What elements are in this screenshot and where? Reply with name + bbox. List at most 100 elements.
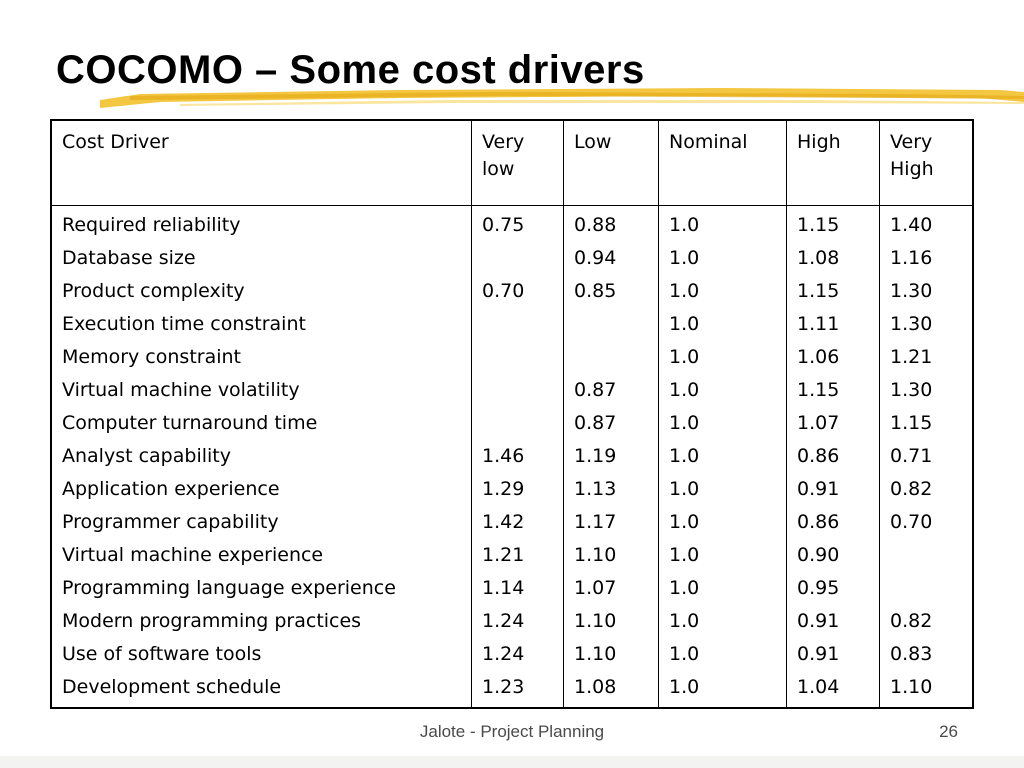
- table-cell: 0.86: [797, 445, 840, 467]
- header-very-low: Very low: [472, 121, 563, 206]
- table-cell: [574, 311, 648, 344]
- table-cell: 0.87: [574, 412, 617, 434]
- cost-drivers-table: Cost Driver Required reliability Database …: [50, 119, 974, 709]
- column-nominal: Nominal 1.0 1.0 1.0 1.0 1.0 1.0 1.0 1.0 1.0 1.0 1.0…: [659, 121, 787, 707]
- header-cost-driver: Cost Driver: [52, 121, 471, 206]
- table-cell: Virtual machine experience: [62, 544, 324, 566]
- table-cell: Application experience: [62, 478, 280, 500]
- table-cell: [482, 344, 553, 377]
- table-cell: 1.24: [482, 610, 525, 632]
- table-cell: [482, 410, 553, 443]
- table-cell: 1.0: [669, 280, 700, 302]
- table-cell: 1.0: [669, 247, 700, 269]
- header-line: Nominal: [669, 131, 748, 153]
- header-nominal: Nominal: [659, 121, 786, 206]
- table-cell: 1.0: [669, 445, 700, 467]
- table-cell: 0.75: [482, 214, 525, 236]
- table-cell: 1.15: [797, 280, 840, 302]
- header-line: High: [890, 158, 934, 180]
- table-cell: 0.71: [890, 445, 933, 467]
- header-low: Low: [564, 121, 658, 206]
- table-cell: 0.82: [890, 478, 933, 500]
- table-cell: 0.70: [482, 280, 525, 302]
- column-body: 1.0 1.0 1.0 1.0 1.0 1.0 1.0 1.0 1.0 1.0 1.0 1.0 1.0 1…: [659, 206, 786, 707]
- table-cell: 0.87: [574, 379, 617, 401]
- table-cell: Analyst capability: [62, 445, 231, 467]
- column-high: High 1.15 1.08 1.15 1.11 1.06 1.15 1.07 0.86 0.91…: [787, 121, 880, 707]
- column-body: 0.75 0.70 1.46 1.29 1.42 1.21 1.14 1.24 1.24 1.23: [472, 206, 563, 707]
- table-cell: 1.0: [669, 676, 700, 698]
- table-cell: Required reliability: [62, 214, 241, 236]
- table-cell: 1.13: [574, 478, 617, 500]
- table-cell: 0.94: [574, 247, 617, 269]
- table-cell: [890, 542, 962, 575]
- table-cell: 1.42: [482, 511, 525, 533]
- table-cell: 1.11: [797, 313, 840, 335]
- table-cell: 0.86: [797, 511, 840, 533]
- table-cell: 1.0: [669, 511, 700, 533]
- table-cell: 1.40: [890, 214, 933, 236]
- table-cell: 1.15: [797, 379, 840, 401]
- table-cell: 1.0: [669, 610, 700, 632]
- table-cell: 1.30: [890, 313, 933, 335]
- header-very-high: Very High: [880, 121, 972, 206]
- column-very-low: Very low 0.75 0.70 1.46 1.29 1.42 1.21 1.14 1.24 1…: [472, 121, 564, 707]
- table-cell: 1.0: [669, 544, 700, 566]
- table-cell: 0.82: [890, 610, 933, 632]
- bottom-strip: [0, 756, 1024, 768]
- table-cell: 1.10: [574, 610, 617, 632]
- table-cell: 1.21: [890, 346, 933, 368]
- table-cell: [482, 311, 553, 344]
- table-cell: 1.0: [669, 379, 700, 401]
- column-body: Required reliability Database size Product…: [52, 206, 471, 707]
- table-cell: 1.10: [574, 544, 617, 566]
- table-cell: 1.07: [574, 577, 617, 599]
- table-cell: 0.91: [797, 643, 840, 665]
- table-cell: 0.70: [890, 511, 933, 533]
- page-number: 26: [939, 722, 958, 741]
- table-cell: Modern programming practices: [62, 610, 362, 632]
- table-cell: 1.17: [574, 511, 617, 533]
- table-cell: 0.85: [574, 280, 617, 302]
- table-cell: 1.46: [482, 445, 525, 467]
- table-cell: 1.30: [890, 379, 933, 401]
- column-body: 0.88 0.94 0.85 0.87 0.87 1.19 1.13 1.17 1.10 1.07…: [564, 206, 658, 707]
- table-cell: Execution time constraint: [62, 313, 306, 335]
- column-body: 1.15 1.08 1.15 1.11 1.06 1.15 1.07 0.86 0.91 0.86…: [787, 206, 879, 707]
- table-cell: Product complexity: [62, 280, 245, 302]
- table-cell: Programmer capability: [62, 511, 279, 533]
- header-line: low: [482, 158, 515, 180]
- table-cell: Programming language experience: [62, 577, 396, 599]
- table-cell: 1.0: [669, 346, 700, 368]
- table-cell: 1.0: [669, 577, 700, 599]
- table-cell: 1.0: [669, 478, 700, 500]
- footer-text: Jalote - Project Planning: [419, 722, 605, 741]
- table-cell: 1.16: [890, 247, 933, 269]
- table-cell: 1.07: [797, 412, 840, 434]
- table-cell: 1.0: [669, 412, 700, 434]
- table-cell: 1.23: [482, 676, 525, 698]
- header-line: Cost Driver: [62, 131, 169, 153]
- column-low: Low 0.88 0.94 0.85 0.87 0.87 1.19 1.13 1.17 1.10 1…: [564, 121, 659, 707]
- table-cell: Use of software tools: [62, 643, 262, 665]
- table-cell: 1.24: [482, 643, 525, 665]
- table-cell: Virtual machine volatility: [62, 379, 300, 401]
- table-cell: Development schedule: [62, 676, 282, 698]
- table-cell: 1.19: [574, 445, 617, 467]
- table-cell: 1.04: [797, 676, 840, 698]
- header-line: Low: [574, 131, 612, 153]
- slide-title: COCOMO – Some cost drivers: [56, 48, 645, 92]
- table-cell: 1.10: [574, 643, 617, 665]
- header-line: Very: [890, 131, 933, 153]
- table-cell: 1.30: [890, 280, 933, 302]
- table-cell: 1.10: [890, 676, 933, 698]
- table-cell: Computer turnaround time: [62, 412, 318, 434]
- table-cell: 1.06: [797, 346, 840, 368]
- table-cell: 1.08: [574, 676, 617, 698]
- title-underline-brush: [100, 88, 1024, 108]
- table-cell: 1.21: [482, 544, 525, 566]
- table-cell: 1.14: [482, 577, 525, 599]
- column-body: 1.40 1.16 1.30 1.30 1.21 1.30 1.15 0.71 0.82 0.70…: [880, 206, 972, 707]
- table-cell: 1.15: [890, 412, 933, 434]
- column-very-high: Very High 1.40 1.16 1.30 1.30 1.21 1.30 1.15 0.71…: [880, 121, 972, 707]
